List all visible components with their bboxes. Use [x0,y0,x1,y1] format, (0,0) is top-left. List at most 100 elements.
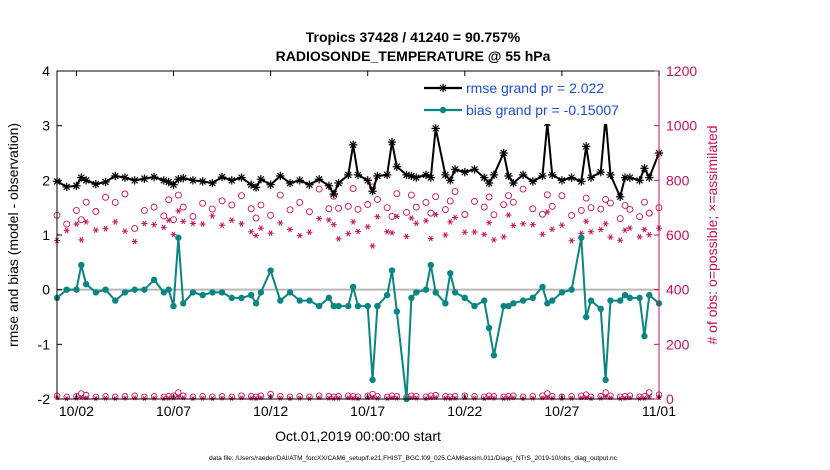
count-possible-point [640,198,648,206]
y-tick-label: 4 [42,63,50,79]
count-low-possible-point [175,389,182,396]
bias-point [345,302,352,310]
rmse-point [305,180,314,189]
rmse-point [251,183,261,192]
count-low-assimilated-point [229,395,235,401]
bias-point [427,261,435,269]
count-assimilated-point [636,234,643,240]
rmse-point [499,148,508,158]
rmse-point [344,170,353,180]
rmse-point [547,170,557,180]
count-assimilated-point [413,220,420,227]
rmse-point [314,175,324,184]
count-assimilated-point [408,215,415,221]
rmse-point [450,165,460,174]
y-right-tick-label: 400 [666,282,690,298]
footer-data-file: data file: /Users/raeder/DAI/ATM_forcXX/… [209,455,618,462]
count-assimilated-point [432,211,439,218]
count-possible-point [373,196,381,203]
rmse-point [431,124,440,133]
bias-point [432,289,439,296]
count-possible-point [218,197,226,205]
count-low-possible-point [228,393,236,401]
count-assimilated-point [316,215,323,222]
bias-point [442,300,449,307]
rmse-point [577,177,586,186]
count-low-assimilated-point [505,395,512,401]
bias-point [267,267,274,274]
count-possible-point [92,208,100,215]
bias-series [53,234,663,403]
count-possible-point [422,199,430,206]
count-low-assimilated-point [617,395,623,401]
count-possible-point [427,209,435,217]
y-right-tick-label: 800 [666,172,690,188]
count-assimilated-point [253,232,260,239]
count-possible-point [471,197,478,205]
count-assimilated-point [607,234,614,241]
rmse-point [81,176,91,185]
rmse-point [392,162,402,171]
count-low-assimilated-point [161,395,167,401]
y-tick-label: -1 [38,336,51,352]
bias-point [519,297,527,304]
rmse-point [446,176,455,185]
count-low-assimilated-point [287,395,293,401]
count-low-possible-point [646,389,653,396]
count-possible-point [403,208,410,216]
count-possible-point [432,193,440,201]
bias-point [325,294,333,302]
count-assimilated-point [92,227,99,233]
count-assimilated-point [529,221,536,228]
count-possible-point [451,188,459,195]
rmse-point [538,171,547,181]
rmse-point [426,173,436,182]
count-assimilated-point [544,209,551,215]
count-assimilated-point [505,212,512,218]
count-low-assimilated-point [297,395,303,401]
count-possible-point [441,206,449,214]
rmse-point [596,167,605,177]
count-low-assimilated-point [501,395,507,401]
count-assimilated-point [151,221,158,228]
rmse-point [276,171,285,181]
bias-point [408,294,415,302]
bias-point [218,289,226,296]
count-low-assimilated-point [423,395,429,401]
rmse-point [581,142,591,151]
count-possible-point [354,205,362,213]
bias-point [481,297,488,304]
count-assimilated-point [461,229,468,236]
count-assimilated-point [486,219,493,226]
rmse-point [217,172,227,182]
bias-point [238,294,245,302]
count-assimilated-point [330,221,337,228]
count-low-assimilated-point [374,395,381,401]
count-low-possible-point [587,393,595,401]
count-assimilated-point [112,219,119,225]
count-possible-point [529,205,537,213]
count-possible-point [548,202,556,210]
rmse-point [329,189,338,199]
bias-point [616,297,624,304]
count-assimilated-point [490,237,497,243]
bias-point [529,294,536,302]
count-possible-point [568,211,576,219]
bias-point [150,276,158,284]
count-low-assimilated-point [598,395,604,401]
count-low-assimilated-point [190,395,196,401]
count-low-possible-point [500,393,507,401]
bias-point [626,294,634,302]
bias-point [422,286,430,293]
count-possible-point [306,208,313,216]
rmse-point [295,176,304,185]
count-low-assimilated-point [93,395,99,401]
rmse-point [645,173,654,182]
count-possible-point [645,209,653,217]
count-low-assimilated-point [384,395,390,401]
count-low-assimilated-point [350,395,356,401]
rmse-point [179,173,188,183]
bias-point [277,297,284,304]
count-low-assimilated-point [413,395,419,401]
